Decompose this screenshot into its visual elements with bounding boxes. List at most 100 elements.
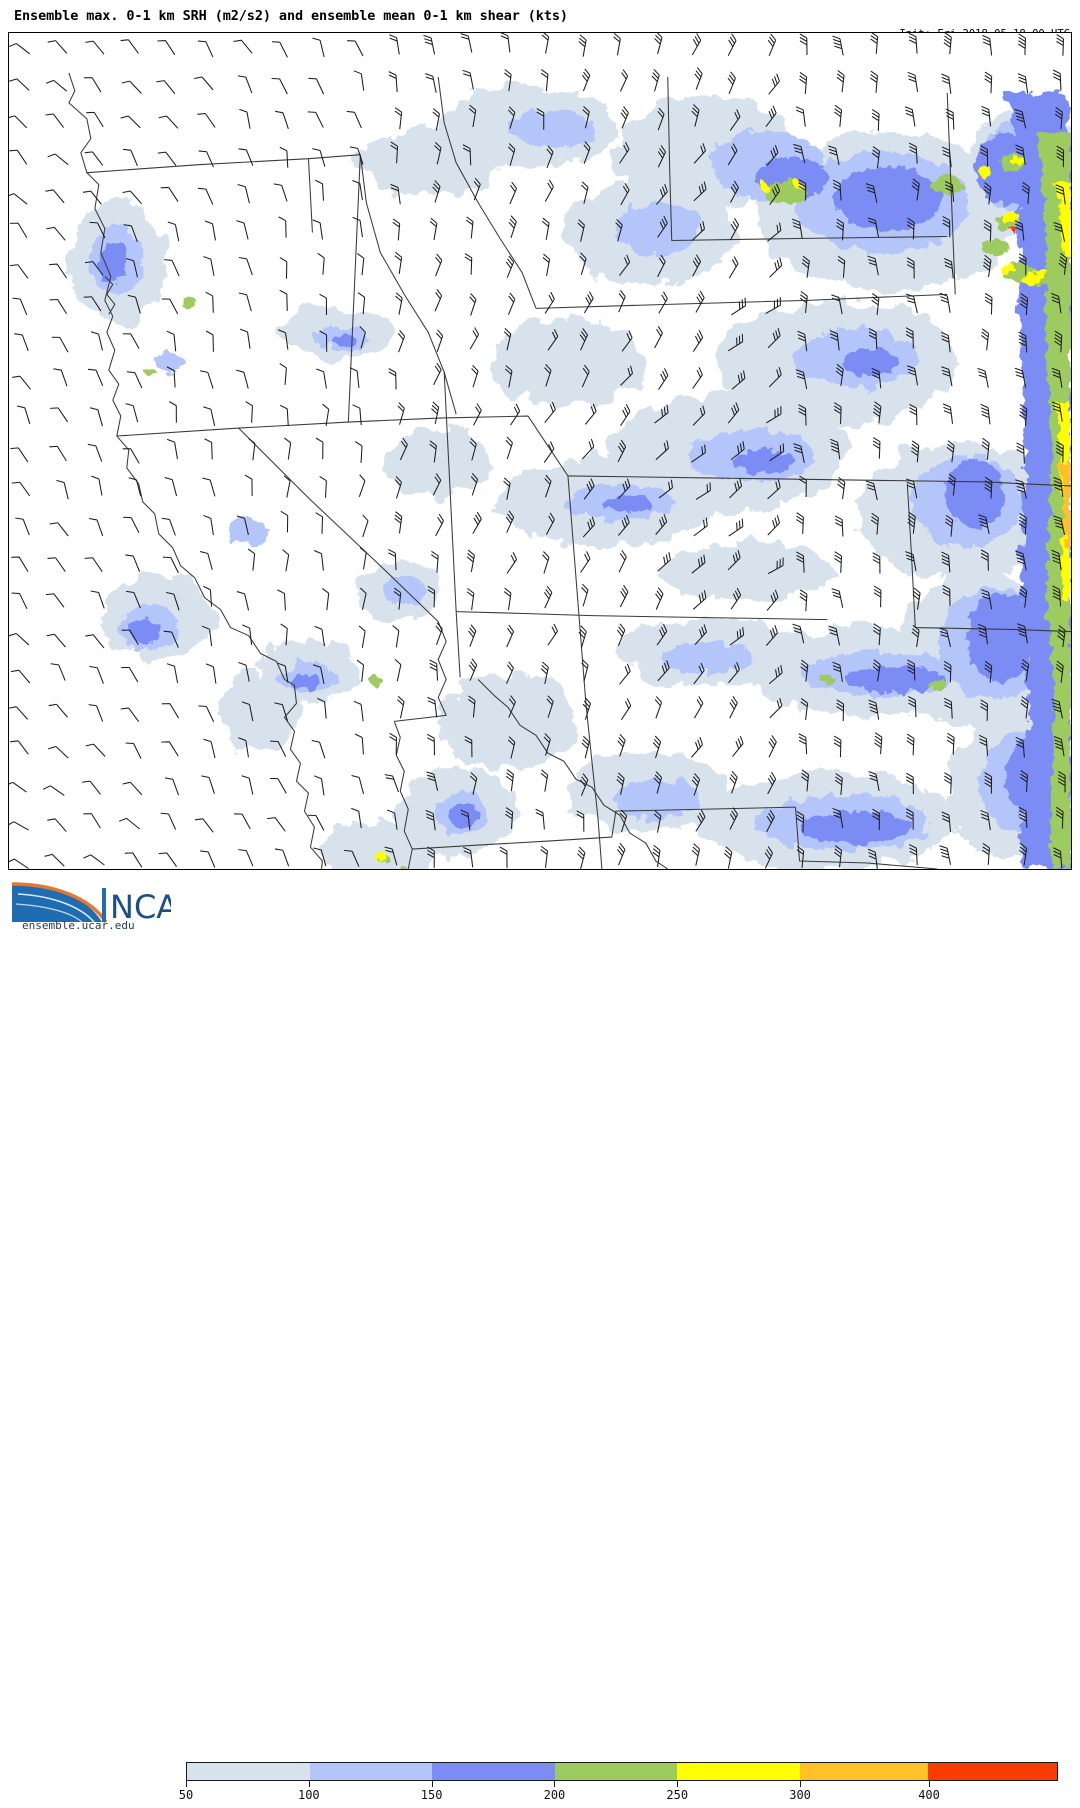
wind-barb	[156, 80, 176, 95]
ncar-logo[interactable]: NCAR ensemble.ucar.edu	[6, 878, 171, 932]
wind-barb	[693, 181, 707, 202]
wind-barb	[544, 474, 552, 498]
wind-barb	[727, 71, 736, 95]
wind-barb	[507, 143, 516, 166]
wind-barb	[84, 77, 102, 93]
wind-barb	[352, 180, 363, 201]
wind-barb	[583, 291, 594, 314]
wind-barb	[908, 33, 918, 54]
map-canvas[interactable]	[8, 32, 1072, 870]
wind-barb	[942, 584, 951, 607]
wind-barb	[980, 549, 989, 571]
wind-barb	[1018, 253, 1027, 275]
wind-barb	[981, 105, 992, 127]
wind-barb	[835, 363, 844, 387]
wind-barb	[768, 735, 777, 758]
wind-barb	[940, 331, 951, 353]
wind-barb	[980, 809, 991, 831]
wind-barb	[322, 403, 330, 427]
wind-barb	[90, 331, 104, 351]
wind-barb	[1015, 479, 1027, 499]
wind-barb	[467, 695, 476, 718]
wind-barb	[657, 215, 668, 238]
wind-barb	[384, 846, 398, 866]
wind-barb	[768, 664, 783, 685]
wind-barb	[425, 73, 437, 93]
wind-barb	[654, 404, 669, 424]
wind-barb	[870, 70, 878, 93]
colorbar-label-50: 50	[178, 1788, 194, 1802]
wind-barb	[236, 220, 249, 240]
wind-barb	[9, 193, 28, 205]
wind-barb	[85, 743, 106, 757]
wind-barb	[197, 112, 216, 128]
wind-barb	[434, 288, 443, 312]
wind-barb	[199, 550, 213, 570]
wind-barb	[870, 33, 879, 54]
colorbar-tick	[554, 1781, 556, 1787]
wind-barb	[576, 810, 585, 832]
wind-barb	[581, 438, 595, 460]
wind-barb	[9, 632, 30, 646]
wind-barb	[1014, 367, 1027, 388]
wind-barb	[769, 697, 783, 719]
wind-barb	[389, 34, 400, 55]
colorbar-label-100: 100	[297, 1788, 320, 1802]
wind-barb	[319, 475, 327, 498]
wind-barb	[352, 216, 363, 238]
wind-barb	[868, 699, 880, 720]
wind-barb	[837, 476, 846, 499]
wind-barb	[541, 33, 550, 54]
wind-barb	[503, 328, 512, 351]
wind-barb	[1054, 106, 1063, 129]
wind-barb	[49, 445, 67, 462]
wind-barb	[9, 149, 28, 165]
wind-barb	[506, 661, 514, 684]
wind-barb	[507, 292, 516, 315]
wind-barb	[1020, 659, 1030, 682]
wind-barb	[941, 146, 952, 168]
wind-barb	[769, 443, 785, 462]
wind-barb	[426, 733, 436, 756]
wind-barb	[44, 853, 65, 867]
wind-barb	[164, 477, 178, 497]
wind-barb	[397, 402, 405, 425]
wind-barb	[462, 144, 472, 166]
wind-barb	[579, 328, 588, 351]
wind-barb	[236, 369, 249, 389]
wind-barb	[904, 106, 916, 127]
wind-barb	[393, 587, 402, 610]
wind-barb	[160, 812, 177, 830]
wind-barb	[728, 256, 739, 279]
wind-barb	[82, 780, 101, 795]
colorbar-band-100	[309, 1763, 433, 1780]
wind-barb	[980, 145, 989, 167]
wind-barb	[729, 217, 740, 241]
wind-barb	[316, 368, 327, 389]
wind-barb	[197, 40, 214, 58]
wind-barb	[433, 362, 442, 386]
wind-barb	[801, 769, 810, 792]
wind-barb	[161, 298, 179, 315]
wind-barb	[394, 658, 402, 682]
wind-barb	[654, 326, 663, 349]
wind-barb	[982, 843, 990, 865]
wind-barb	[731, 297, 747, 316]
wind-barb	[1053, 476, 1064, 498]
wind-barb	[45, 113, 65, 128]
wind-barb	[508, 695, 516, 718]
wind-barb	[49, 298, 68, 315]
wind-barb	[1052, 585, 1062, 607]
wind-barb	[577, 219, 585, 242]
wind-barb	[730, 441, 745, 461]
wind-barb	[727, 33, 737, 56]
wind-barb	[504, 365, 513, 388]
wind-barb	[728, 662, 740, 684]
wind-barb	[872, 808, 880, 831]
colorbar-tick	[308, 1781, 310, 1787]
wind-barb	[796, 845, 805, 868]
wind-barb	[203, 514, 214, 536]
wind-barb	[729, 770, 738, 794]
wind-barb	[314, 625, 325, 647]
wind-barb	[833, 402, 842, 424]
